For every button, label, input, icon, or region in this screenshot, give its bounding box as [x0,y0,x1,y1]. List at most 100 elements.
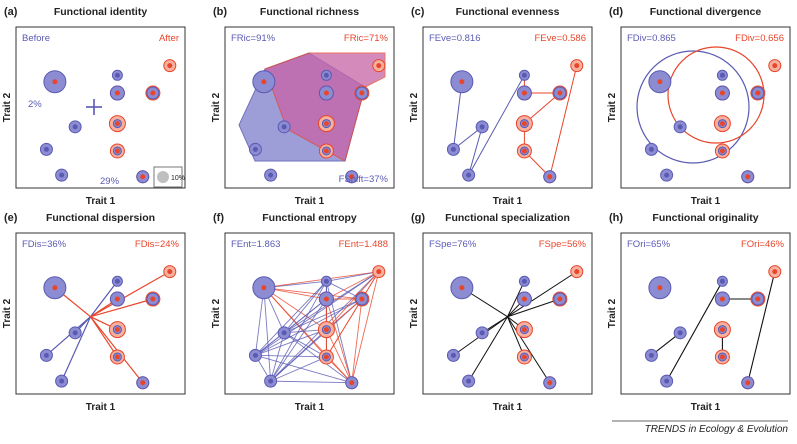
panel-frame [224,232,395,395]
entropy-link [270,281,327,382]
entropy-link [325,298,353,383]
y-axis-label: Trait 2 [2,92,13,122]
panel-title: Functional specialization [445,212,570,224]
species-center [59,378,65,384]
entropy-link [270,356,327,382]
species-center [323,278,329,284]
panel-letter: (h) [609,212,623,224]
species-center [648,146,654,152]
species-center [114,354,120,360]
metric-after: FDis=24% [135,239,180,250]
y-axis-label: Trait 2 [2,298,13,328]
originality-arrow [747,271,776,383]
species-center [459,79,465,85]
panel-title: Functional divergence [650,6,762,18]
metric-before: FEve=0.816 [429,33,481,44]
metric-after: After [159,33,179,44]
panel-title: Functional richness [260,6,359,18]
species-center [114,296,120,302]
species-center [114,90,120,96]
species-center [521,72,527,78]
y-axis-label: Trait 2 [409,92,420,122]
y-axis-label: Trait 2 [211,92,222,122]
metric-after: FSpe=56% [539,239,587,250]
species-center [268,172,274,178]
species-center [772,63,778,69]
species-center [281,330,287,336]
species-center [450,146,456,152]
species-center [323,148,329,154]
x-axis-label: Trait 1 [691,402,721,413]
species-center [719,327,725,333]
panel-0: (a) Functional identity Trait 1 Trait 2 Befo… [2,6,186,207]
species-center [466,172,472,178]
panel-6: (g) Functional specialization Trait 1 Trait… [409,212,593,413]
panel-letter: (g) [411,212,425,224]
entropy-link [351,298,363,383]
metric-after: FRic=71% [344,33,389,44]
entropy-link [325,329,353,383]
species-center [557,296,563,302]
species-center [140,380,146,386]
metric-after: FOri=46% [741,239,785,250]
entropy-link [326,271,380,330]
size-key-dot [157,171,169,183]
species-center [450,352,456,358]
panel-letter: (f) [213,212,224,224]
specialization-arrow [468,316,508,382]
panels-layer: (a) Functional identity Trait 1 Trait 2 Befo… [2,6,791,413]
entropy-link [255,298,363,356]
journal-footer: TRENDS in Ecology & Evolution [645,424,789,435]
metric-before: FRic=91% [231,33,276,44]
panel-letter: (e) [4,212,18,224]
entropy-link [255,329,327,356]
dispersion-line [46,316,91,356]
dispersion-line [90,271,171,318]
species-center [574,269,580,275]
evenness-tree-edge [468,75,525,176]
species-center [677,330,683,336]
species-center [376,269,382,275]
x-axis-label: Trait 1 [86,402,116,413]
species-center [268,378,274,384]
species-center [755,296,761,302]
panel-frame [620,232,791,395]
entropy-link [263,287,272,382]
panel-letter: (d) [609,6,623,18]
y-axis-label: Trait 2 [211,298,222,328]
panel-frame [15,26,186,189]
species-center [323,72,329,78]
species-center [521,121,527,127]
species-center [719,278,725,284]
metric-before: FSpe=76% [429,239,477,250]
species-center [557,90,563,96]
species-center [281,124,287,130]
species-center [140,174,146,180]
species-center [745,380,751,386]
species-center [359,90,365,96]
shift-x-label: 29% [100,176,120,187]
species-center [323,354,329,360]
entropy-link [263,287,353,384]
species-center [521,354,527,360]
entropy-link [326,271,379,282]
entropy-link [326,271,379,300]
entropy-link [263,287,362,300]
species-center [719,90,725,96]
panel-frame [422,232,593,395]
metric-before: FOri=65% [627,239,671,250]
metric-before: Before [22,33,50,44]
species-center [252,352,258,358]
species-center [167,269,173,275]
species-center [114,278,120,284]
species-center [521,278,527,284]
y-axis-label: Trait 2 [607,92,618,122]
entropy-link [283,332,353,384]
originality-arrow [666,281,723,382]
species-center [252,146,258,152]
panel-frame [224,26,395,189]
specialization-arrow [507,316,551,383]
species-center [349,174,355,180]
entropy-link [255,280,327,356]
species-center [648,352,654,358]
